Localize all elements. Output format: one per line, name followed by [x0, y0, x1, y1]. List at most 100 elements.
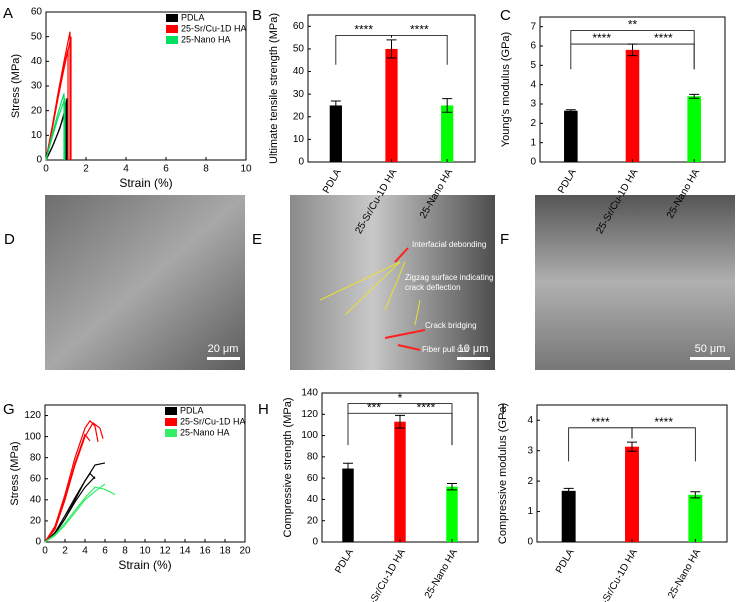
y-tick-label: 20: [293, 111, 305, 122]
bar: [625, 49, 640, 162]
x-tick-label: 25-Nano HA: [666, 547, 703, 600]
y-tick-label: 140: [301, 388, 318, 399]
legend-swatch: [166, 25, 178, 33]
legend-swatch: [165, 418, 177, 426]
panel-label: H: [258, 401, 269, 418]
legend-label: 25-Nano HA: [180, 427, 230, 437]
y-tick-label: 80: [307, 451, 319, 462]
bar: [394, 421, 406, 542]
y-tick-label: 30: [293, 89, 305, 100]
y-tick-label: 0: [527, 537, 533, 548]
annotation: Crack bridging: [425, 321, 477, 330]
significance-label: **: [628, 18, 638, 32]
x-tick-label: 25-Sr/Cu-1D HA: [594, 547, 640, 602]
annotation: crack deflection: [405, 283, 461, 292]
x-tick-label: PDLA: [556, 167, 579, 195]
x-tick-label: 6: [163, 164, 169, 175]
x-tick-label: 6: [102, 546, 108, 557]
legend-swatch: [166, 36, 178, 44]
sem-image: [45, 195, 245, 370]
curve: [44, 433, 91, 543]
y-tick-label: 1: [530, 137, 536, 148]
y-tick-label: 6: [530, 41, 536, 52]
x-tick-label: 18: [219, 546, 231, 557]
significance-label: ****: [654, 415, 673, 429]
legend-swatch: [165, 429, 177, 437]
y-tick-label: 50: [293, 44, 305, 55]
error-bar: [689, 93, 700, 99]
x-tick-label: 10: [240, 164, 252, 175]
x-tick-label: 14: [179, 546, 191, 557]
y-tick-label: 50: [31, 31, 43, 42]
scale-bar: [457, 357, 490, 360]
significance-label: ****: [354, 23, 373, 37]
error-bar: [395, 414, 405, 429]
significance-label: ****: [417, 400, 436, 414]
sem-image: [535, 195, 735, 370]
panel-label: G: [3, 401, 15, 418]
x-tick-label: 2: [83, 164, 89, 175]
x-tick-label: PDLA: [333, 547, 356, 575]
y-tick-label: 120: [24, 410, 41, 421]
legend-label: PDLA: [180, 405, 204, 415]
curve: [44, 422, 104, 543]
y-tick-label: 40: [31, 56, 43, 67]
y-tick-label: 40: [307, 494, 319, 505]
y-axis-label: Stress (MPa): [10, 54, 22, 118]
significance-label: ****: [654, 31, 673, 45]
annotation: Interfacial debonding: [412, 240, 486, 249]
y-tick-label: 100: [24, 431, 41, 442]
x-tick-label: PDLA: [321, 167, 344, 195]
legend-label: 25-Nano HA: [181, 34, 231, 44]
y-tick-label: 60: [307, 473, 319, 484]
scale-label: 50 μm: [695, 343, 726, 355]
scale-label: 10 μm: [458, 343, 489, 355]
y-tick-label: 20: [307, 515, 319, 526]
legend-label: 25-Sr/Cu-1D HA: [181, 23, 247, 33]
legend-swatch: [165, 407, 177, 415]
significance-bracket: [400, 412, 453, 446]
panel-label: E: [252, 231, 262, 248]
x-tick-label: 16: [199, 546, 211, 557]
y-tick-label: 4: [527, 415, 533, 426]
bar: [688, 494, 703, 542]
y-axis-label: Compressive modulus (GPa): [497, 403, 509, 544]
annotation: Fiber pull out: [422, 345, 469, 354]
error-bar: [386, 39, 397, 59]
y-tick-label: 2: [527, 476, 533, 487]
y-tick-label: 0: [35, 537, 41, 548]
curve: [44, 486, 116, 543]
curve: [45, 98, 66, 161]
error-bar: [563, 487, 574, 494]
x-tick-label: 8: [122, 546, 128, 557]
y-tick-label: 40: [30, 494, 42, 505]
y-axis-label: Compressive strength (MPa): [282, 398, 294, 538]
y-axis-label: Ultimate tensile strength (MPa): [268, 13, 280, 164]
scale-bar: [207, 357, 240, 360]
y-tick-label: 20: [31, 105, 43, 116]
curve: [44, 483, 106, 543]
x-tick-label: PDLA: [554, 547, 577, 575]
y-tick-label: 20: [30, 516, 42, 527]
bar: [385, 48, 398, 162]
x-tick-label: 2: [62, 546, 68, 557]
sem-image: [290, 195, 495, 370]
panel-label: I: [501, 401, 505, 418]
error-bar: [690, 491, 701, 499]
significance-bracket: [335, 34, 392, 65]
x-tick-label: 10: [139, 546, 151, 557]
y-tick-label: 1: [527, 506, 533, 517]
y-tick-label: 30: [31, 81, 43, 92]
y-axis-label: Stress (MPa): [9, 441, 21, 505]
panel-label: D: [4, 231, 15, 248]
x-tick-label: 4: [123, 164, 129, 175]
bar: [342, 468, 354, 542]
significance-bracket: [568, 427, 633, 462]
scale-bar: [690, 357, 730, 360]
bar: [687, 96, 701, 162]
y-tick-label: 60: [30, 473, 42, 484]
y-tick-label: 120: [301, 409, 318, 420]
error-bar: [442, 98, 453, 113]
x-tick-label: 20: [239, 546, 251, 557]
